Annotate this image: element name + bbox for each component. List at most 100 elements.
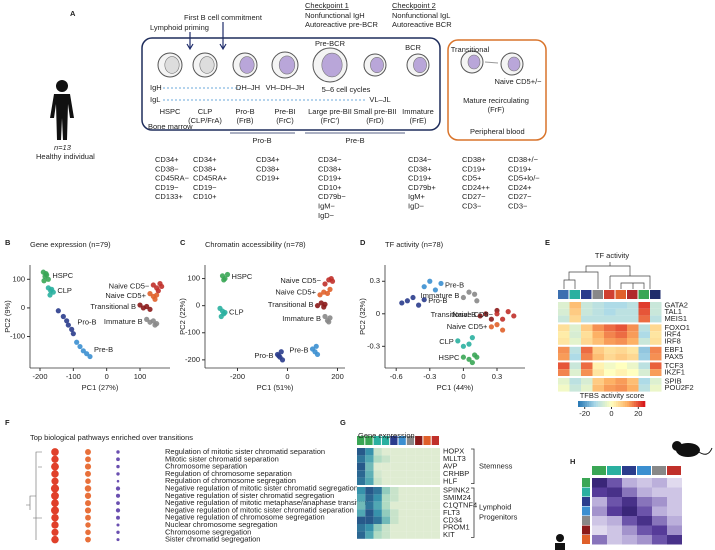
point bbox=[421, 297, 427, 303]
heat-cell bbox=[652, 487, 667, 497]
heat-cell bbox=[423, 470, 432, 478]
heat-cell bbox=[581, 353, 593, 361]
colorbar-step bbox=[607, 401, 610, 407]
heat-cell bbox=[569, 308, 581, 316]
heat-cell bbox=[423, 455, 432, 463]
heat-cell bbox=[365, 516, 374, 524]
row-label: HLF bbox=[443, 476, 458, 485]
heat-cell bbox=[592, 369, 604, 376]
heat-cell bbox=[650, 324, 662, 332]
heat-cell bbox=[390, 462, 399, 471]
heat-cell bbox=[373, 501, 382, 510]
heat-cell bbox=[569, 362, 581, 370]
dot bbox=[116, 457, 120, 462]
y-axis-label: PC2 (9%) bbox=[3, 300, 12, 333]
heat-cell bbox=[431, 477, 440, 485]
heat-cell bbox=[650, 331, 662, 338]
dot bbox=[116, 450, 120, 454]
heat-cell bbox=[381, 448, 391, 456]
heat-cell bbox=[431, 509, 440, 517]
point bbox=[438, 280, 444, 287]
x-tick-label: -0.6 bbox=[390, 372, 403, 381]
heat-cell bbox=[650, 315, 662, 323]
nucleus bbox=[370, 56, 384, 73]
series-label: HSPC bbox=[52, 271, 73, 280]
point bbox=[469, 335, 475, 341]
column-color bbox=[569, 290, 580, 299]
point bbox=[477, 313, 483, 319]
receptor: BCR bbox=[405, 43, 421, 52]
row-label: KIT bbox=[443, 530, 455, 539]
heat-cell bbox=[381, 487, 391, 495]
heat-cell bbox=[390, 531, 399, 539]
column-color bbox=[607, 466, 621, 475]
heat-cell bbox=[615, 315, 627, 323]
colorbar-step bbox=[593, 401, 597, 407]
heat-cell bbox=[558, 346, 570, 354]
heat-cell bbox=[431, 448, 440, 456]
series-label: HSPC bbox=[439, 353, 460, 362]
column-color bbox=[627, 290, 638, 299]
marker: CD38+ bbox=[193, 164, 217, 173]
group-label: Lymphoid bbox=[479, 503, 511, 512]
heat-cell bbox=[357, 448, 366, 456]
marker: CD38+ bbox=[408, 164, 432, 173]
point bbox=[218, 313, 224, 320]
heat-cell bbox=[638, 353, 650, 361]
heat-cell bbox=[604, 302, 616, 309]
chart-title: Gene expression (n=79) bbox=[30, 240, 111, 249]
series-label: Naive CD5− bbox=[280, 276, 321, 285]
point bbox=[55, 308, 61, 314]
heat-cell bbox=[667, 487, 682, 497]
heat-cell bbox=[390, 516, 399, 524]
dot bbox=[85, 456, 91, 463]
dot bbox=[84, 492, 92, 499]
series-label: Immature B bbox=[282, 314, 321, 323]
heat-cell bbox=[622, 497, 637, 507]
heat-cell bbox=[650, 384, 662, 392]
heat-cell bbox=[592, 324, 604, 332]
point bbox=[511, 313, 517, 319]
dendrogram bbox=[563, 262, 651, 289]
heat-cell bbox=[592, 346, 604, 354]
column-color bbox=[650, 290, 661, 299]
column-color bbox=[373, 436, 381, 445]
heat-cell bbox=[615, 308, 627, 316]
annotation: First B cell commitment bbox=[184, 13, 263, 22]
heat-cell bbox=[569, 353, 581, 361]
heat-cell bbox=[365, 477, 374, 485]
heat-cell bbox=[357, 509, 366, 517]
point bbox=[60, 313, 66, 320]
colorbar-tick-label: 0 bbox=[609, 409, 613, 418]
marker: CD19+ bbox=[256, 174, 280, 183]
x-tick-label: 0.3 bbox=[492, 372, 502, 381]
point bbox=[41, 278, 47, 284]
heat-cell bbox=[431, 455, 440, 463]
series-label: Pre-B bbox=[445, 280, 464, 289]
row-label: PROM1 bbox=[443, 523, 470, 532]
marker: CD34+ bbox=[256, 155, 280, 164]
heat-cell bbox=[381, 470, 391, 478]
heat-cell bbox=[569, 302, 581, 309]
checkpoint-text: Nonfunctional IgH bbox=[305, 11, 365, 20]
donor-label: Healthy individual bbox=[36, 152, 95, 161]
heat-cell bbox=[604, 308, 616, 316]
series-label: Pre-B bbox=[289, 345, 308, 354]
point bbox=[222, 309, 228, 316]
pathway-label: Mitotic sister chromatid separation bbox=[165, 454, 279, 463]
heat-cell bbox=[398, 494, 407, 502]
point bbox=[505, 309, 511, 315]
point bbox=[328, 275, 334, 282]
recombination: VL–JL bbox=[369, 95, 390, 104]
heat-cell bbox=[638, 346, 650, 354]
heat-cell bbox=[667, 535, 682, 545]
point bbox=[488, 324, 494, 330]
y-tick-label: 0 bbox=[376, 309, 380, 318]
column-color bbox=[615, 290, 626, 299]
heat-cell bbox=[592, 378, 604, 385]
marker: IgD− bbox=[318, 211, 335, 220]
point bbox=[221, 277, 227, 283]
heat-cell bbox=[615, 378, 627, 385]
heat-cell bbox=[398, 477, 407, 485]
series-label: HSPC bbox=[232, 272, 253, 281]
